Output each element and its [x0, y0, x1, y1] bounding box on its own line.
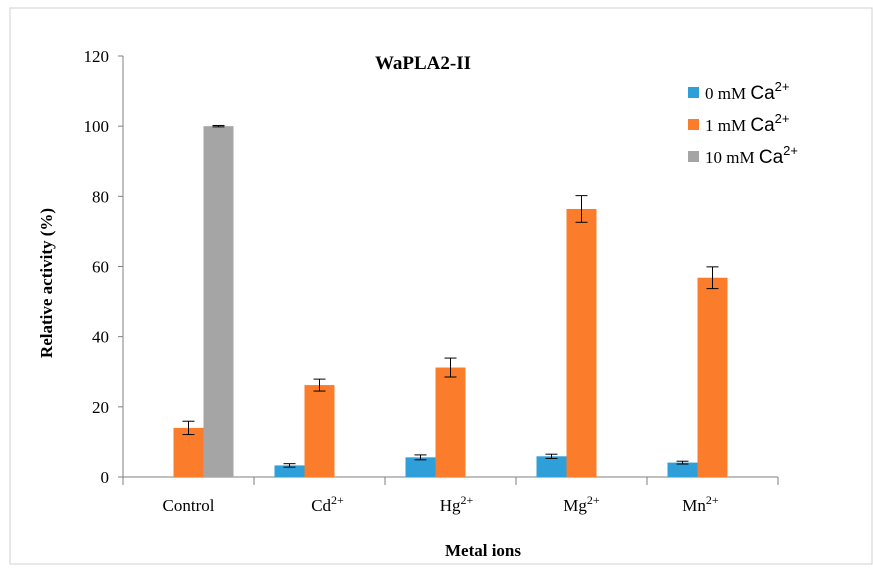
bar [536, 456, 567, 477]
legend-label-ion-sup: 2+ [775, 111, 790, 126]
legend-label-name: 0 mM [705, 84, 750, 103]
y-tick-label: 60 [92, 258, 109, 277]
y-tick-label: 20 [92, 398, 109, 417]
bar [667, 462, 698, 477]
x-axis-title: Metal ions [445, 541, 521, 560]
bar [203, 126, 234, 478]
legend-swatch [688, 87, 699, 98]
x-category-label-base: Control [163, 496, 215, 515]
chart-title: WaPLA2-II [375, 53, 471, 74]
x-category-label-sup: 2+ [331, 493, 344, 507]
x-category-label: Mg2+ [563, 493, 600, 515]
y-tick-label: 40 [92, 328, 109, 347]
bar [697, 277, 728, 477]
x-category-label-sup: 2+ [587, 493, 600, 507]
legend-label: 0 mM Ca2+ [705, 79, 789, 104]
legend-label-ion: Ca [759, 147, 784, 168]
y-tick-label: 120 [84, 47, 110, 66]
legend-label-name: 1 mM [705, 116, 750, 135]
bar [435, 367, 466, 477]
legend-label-name: 10 mM [705, 148, 759, 167]
x-category-label-sup: 2+ [706, 493, 719, 507]
x-category-label-base: Mn [682, 496, 706, 515]
bar [304, 385, 335, 477]
x-category-label-base: Mg [563, 496, 587, 515]
y-tick-label: 0 [101, 468, 110, 487]
y-tick-label: 100 [84, 117, 110, 136]
x-category-label: Cd2+ [311, 493, 344, 515]
bar [405, 457, 436, 477]
bar [274, 465, 305, 477]
bar [566, 208, 597, 478]
legend-label-ion-sup: 2+ [783, 143, 798, 158]
legend-swatch [688, 119, 699, 130]
x-category-label: Mn2+ [682, 493, 719, 515]
legend-swatch [688, 151, 699, 162]
legend-label-ion-sup: 2+ [775, 79, 790, 94]
legend-label-ion: Ca [750, 115, 775, 136]
y-tick-label: 80 [92, 187, 109, 206]
legend: 0 mM Ca2+1 mM Ca2+10 mM Ca2+ [688, 79, 798, 168]
x-category-label-base: Cd [311, 496, 331, 515]
legend-label: 1 mM Ca2+ [705, 111, 789, 136]
legend-label: 10 mM Ca2+ [705, 143, 798, 168]
x-category-label: Hg2+ [440, 493, 474, 515]
bar [173, 427, 204, 477]
y-axis-title: Relative activity (%) [37, 208, 56, 358]
legend-label-ion: Ca [750, 83, 775, 104]
x-category-label: Control [163, 496, 215, 515]
x-category-label-base: Hg [440, 496, 461, 515]
x-category-label-sup: 2+ [461, 493, 474, 507]
